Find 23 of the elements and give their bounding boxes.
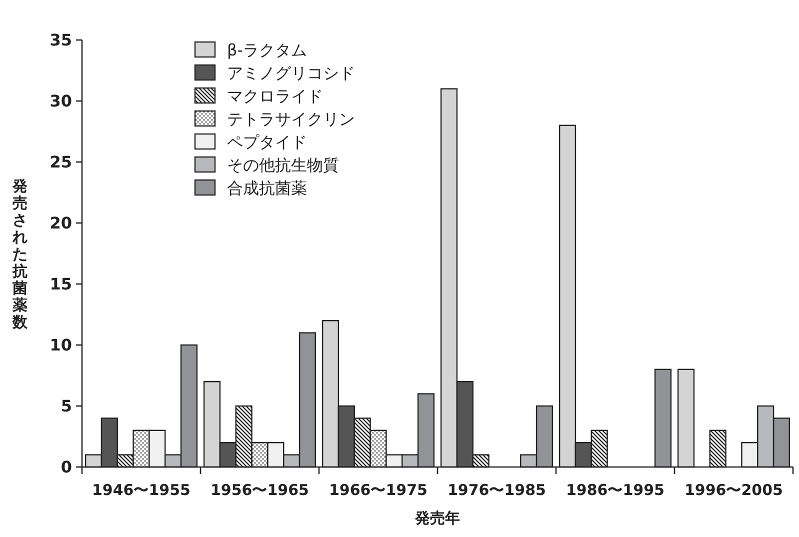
x-tick-label: 1946〜1955 [92, 481, 190, 499]
x-tick-label: 1986〜1995 [566, 481, 664, 499]
legend-label: ペプタイド [227, 132, 307, 152]
y-tick-label: 35 [50, 30, 72, 50]
legend-label: 合成抗菌薬 [227, 178, 307, 198]
legend-label: テトラサイクリン [227, 110, 355, 129]
y-tick-label: 5 [60, 396, 72, 416]
x-tick-label: 1966〜1975 [329, 481, 428, 499]
legend-label: アミノグリコシド [227, 64, 355, 83]
legend-label: その他抗生物質 [227, 156, 339, 175]
x-tick-label: 1956〜1965 [210, 481, 309, 499]
y-tick-label: 0 [60, 458, 72, 477]
y-tick-label: 15 [50, 274, 72, 294]
text: 発売された抗菌薬数 [12, 176, 28, 331]
legend-label: β-ラクタム [227, 40, 307, 60]
x-tick-label: 1996〜2005 [684, 481, 783, 499]
y-tick-label: 25 [50, 152, 72, 172]
y-tick-label: 20 [50, 214, 72, 233]
y-tick-label: 30 [50, 92, 72, 111]
x-axis-title: 発売年 [414, 509, 460, 527]
legend-label: マクロライド [227, 86, 323, 106]
y-tick-label: 10 [50, 336, 72, 355]
x-tick-label: 1976〜1985 [448, 481, 546, 499]
